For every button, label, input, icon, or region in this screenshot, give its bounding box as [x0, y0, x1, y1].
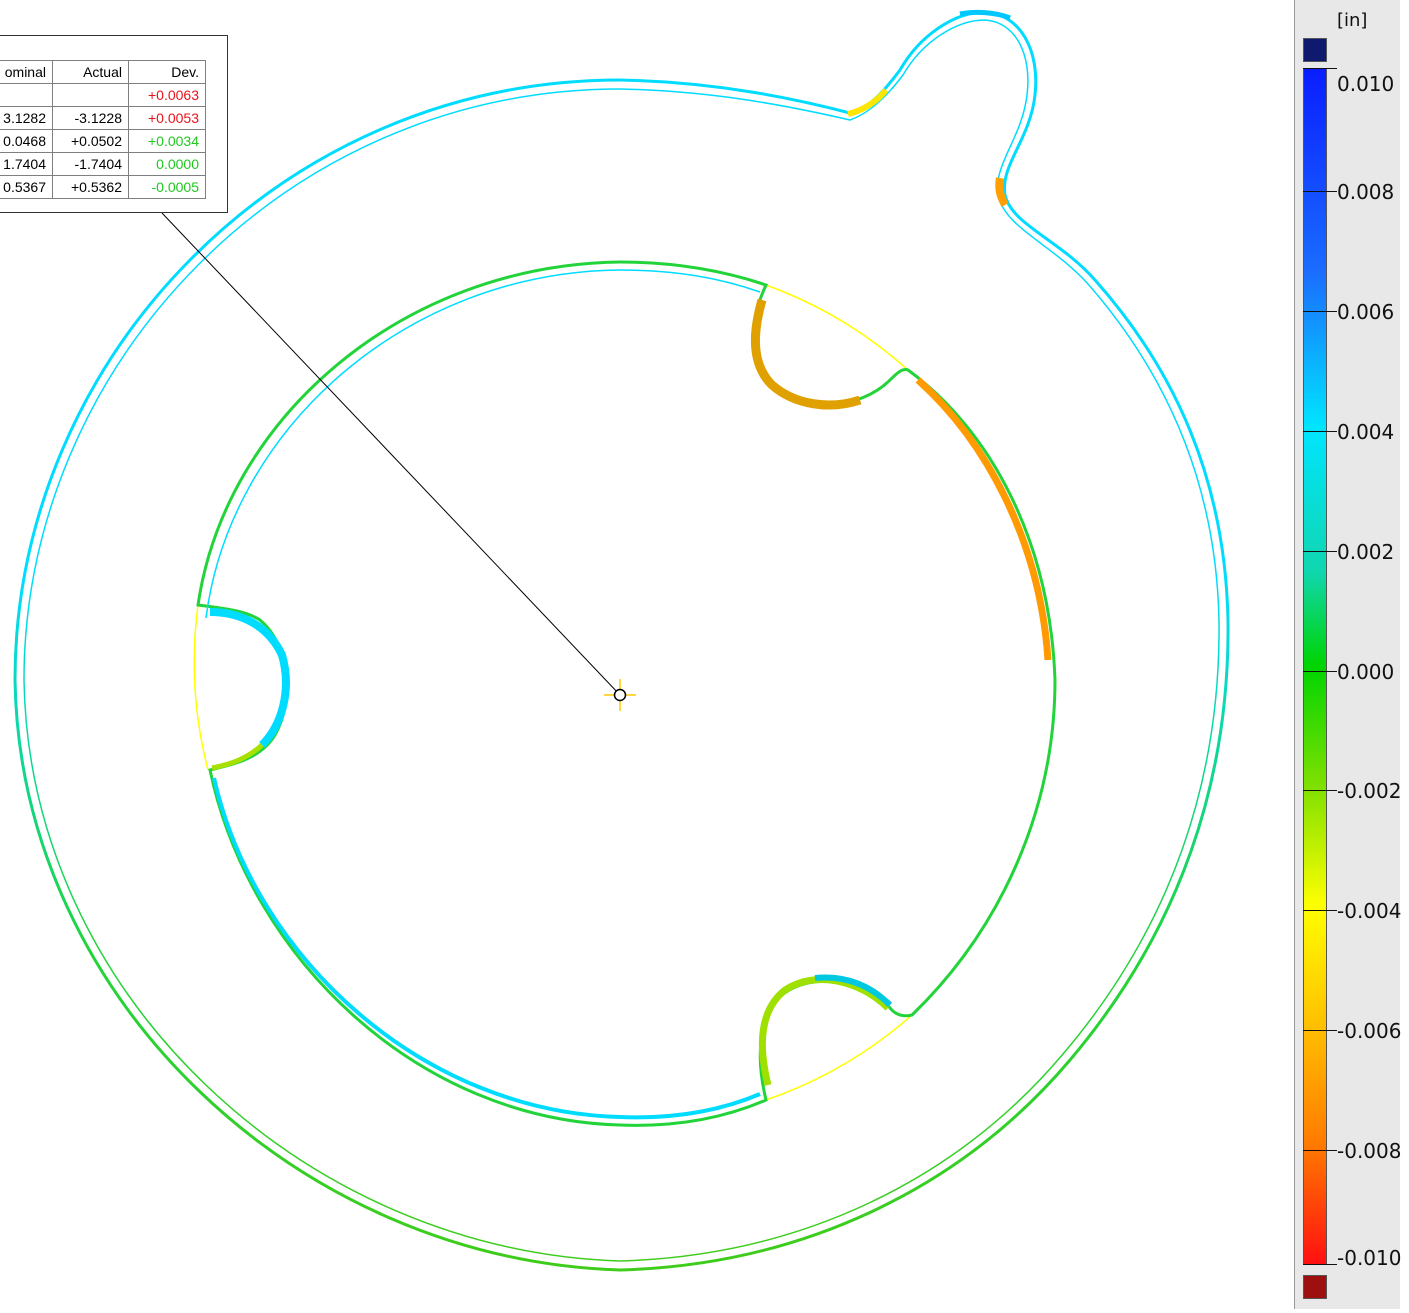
deviation-callout[interactable]: ominal Actual Dev. +0.0063 3.1282 -3.122…: [0, 35, 228, 213]
right-arc-band: [915, 377, 1052, 661]
notch-bottom-band: [758, 976, 891, 1086]
notch-top-band: [750, 298, 862, 410]
table-row: 0.5367 +0.5362 -0.0005: [0, 175, 206, 199]
nominal-cell: 0.5367: [0, 175, 53, 199]
legend-tick: [1303, 311, 1337, 312]
actual-cell: +0.0502: [52, 129, 129, 153]
dev-cell: +0.0053: [128, 106, 206, 130]
legend-tick: [1303, 671, 1337, 672]
nominal-cell: [0, 83, 53, 107]
legend-tick-label: 0.000: [1337, 660, 1395, 684]
legend-tick-label: -0.006: [1337, 1019, 1402, 1043]
legend-tick: [1303, 1150, 1337, 1151]
nominal-cell: 0.0468: [0, 129, 53, 153]
legend-color-bar: [1303, 68, 1327, 1265]
outer-tip-band: [959, 9, 1011, 21]
dev-cell: +0.0063: [128, 83, 206, 107]
notch-bottom-cyan: [814, 974, 893, 1008]
deviation-table: ominal Actual Dev. +0.0063 3.1282 -3.122…: [0, 60, 206, 199]
color-legend: [in] 0.010 0.008 0.006 0.004 0.002 0.000…: [1294, 0, 1402, 1309]
notch-left-lower: [211, 743, 264, 771]
legend-tick: [1303, 1030, 1337, 1031]
table-row: 3.1282 -3.1228 +0.0053: [0, 106, 206, 130]
legend-tick-label: 0.004: [1337, 420, 1395, 444]
actual-cell: -3.1228: [52, 106, 129, 130]
legend-under-swatch: [1303, 1275, 1327, 1299]
legend-tick: [1303, 68, 1337, 69]
header-actual: Actual: [52, 60, 129, 84]
legend-tick-label: -0.008: [1337, 1139, 1402, 1163]
legend-tick: [1303, 790, 1337, 791]
header-dev: Dev.: [128, 60, 206, 84]
nominal-cell: 1.7404: [0, 152, 53, 176]
inner-nominal-chord-bottom: [765, 1014, 913, 1101]
actual-cell: -1.7404: [52, 152, 129, 176]
actual-cell: [52, 83, 129, 107]
table-row: 1.7404 -1.7404 0.0000: [0, 152, 206, 176]
inner-measured-offset: [205, 269, 761, 619]
notch-left-band: [209, 608, 290, 748]
legend-tick: [1303, 431, 1337, 432]
dev-cell: -0.0005: [128, 175, 206, 199]
center-point-icon[interactable]: [613, 688, 627, 702]
legend-tick-label: 0.002: [1337, 540, 1395, 564]
inner-measured-lower: [212, 777, 761, 1120]
outer-nominal-path: [13, 10, 1230, 1272]
nominal-cell: 3.1282: [0, 106, 53, 130]
legend-tick-label: -0.010: [1337, 1246, 1402, 1270]
legend-tick: [1303, 1264, 1337, 1265]
legend-tick-label: -0.004: [1337, 899, 1402, 923]
header-nominal: ominal: [0, 60, 53, 84]
outer-orange-band: [995, 177, 1009, 207]
table-row: +0.0063: [0, 83, 206, 107]
actual-cell: +0.5362: [52, 175, 129, 199]
legend-unit: [in]: [1337, 10, 1368, 31]
legend-tick-label: 0.006: [1337, 300, 1395, 324]
outer-yellow-band: [847, 88, 889, 117]
table-header-row: ominal Actual Dev.: [0, 60, 206, 84]
outer-measured-path: [23, 19, 1220, 1262]
inner-nominal-chord-left: [193, 604, 209, 771]
legend-tick-label: -0.002: [1337, 779, 1402, 803]
inner-nominal-circle: [765, 284, 909, 371]
legend-tick-label: 0.008: [1337, 180, 1395, 204]
legend-over-swatch: [1303, 38, 1327, 62]
dev-cell: +0.0034: [128, 129, 206, 153]
table-row: 0.0468 +0.0502 +0.0034: [0, 129, 206, 153]
legend-tick-label: 0.010: [1337, 72, 1395, 96]
outer-contour: [13, 9, 1230, 1272]
dev-cell: 0.0000: [128, 152, 206, 176]
legend-tick: [1303, 910, 1337, 911]
center-marker[interactable]: [604, 679, 636, 711]
inner-contour: [193, 260, 1057, 1127]
legend-tick: [1303, 551, 1337, 552]
leader-line: [161, 212, 621, 696]
legend-tick: [1303, 191, 1337, 192]
